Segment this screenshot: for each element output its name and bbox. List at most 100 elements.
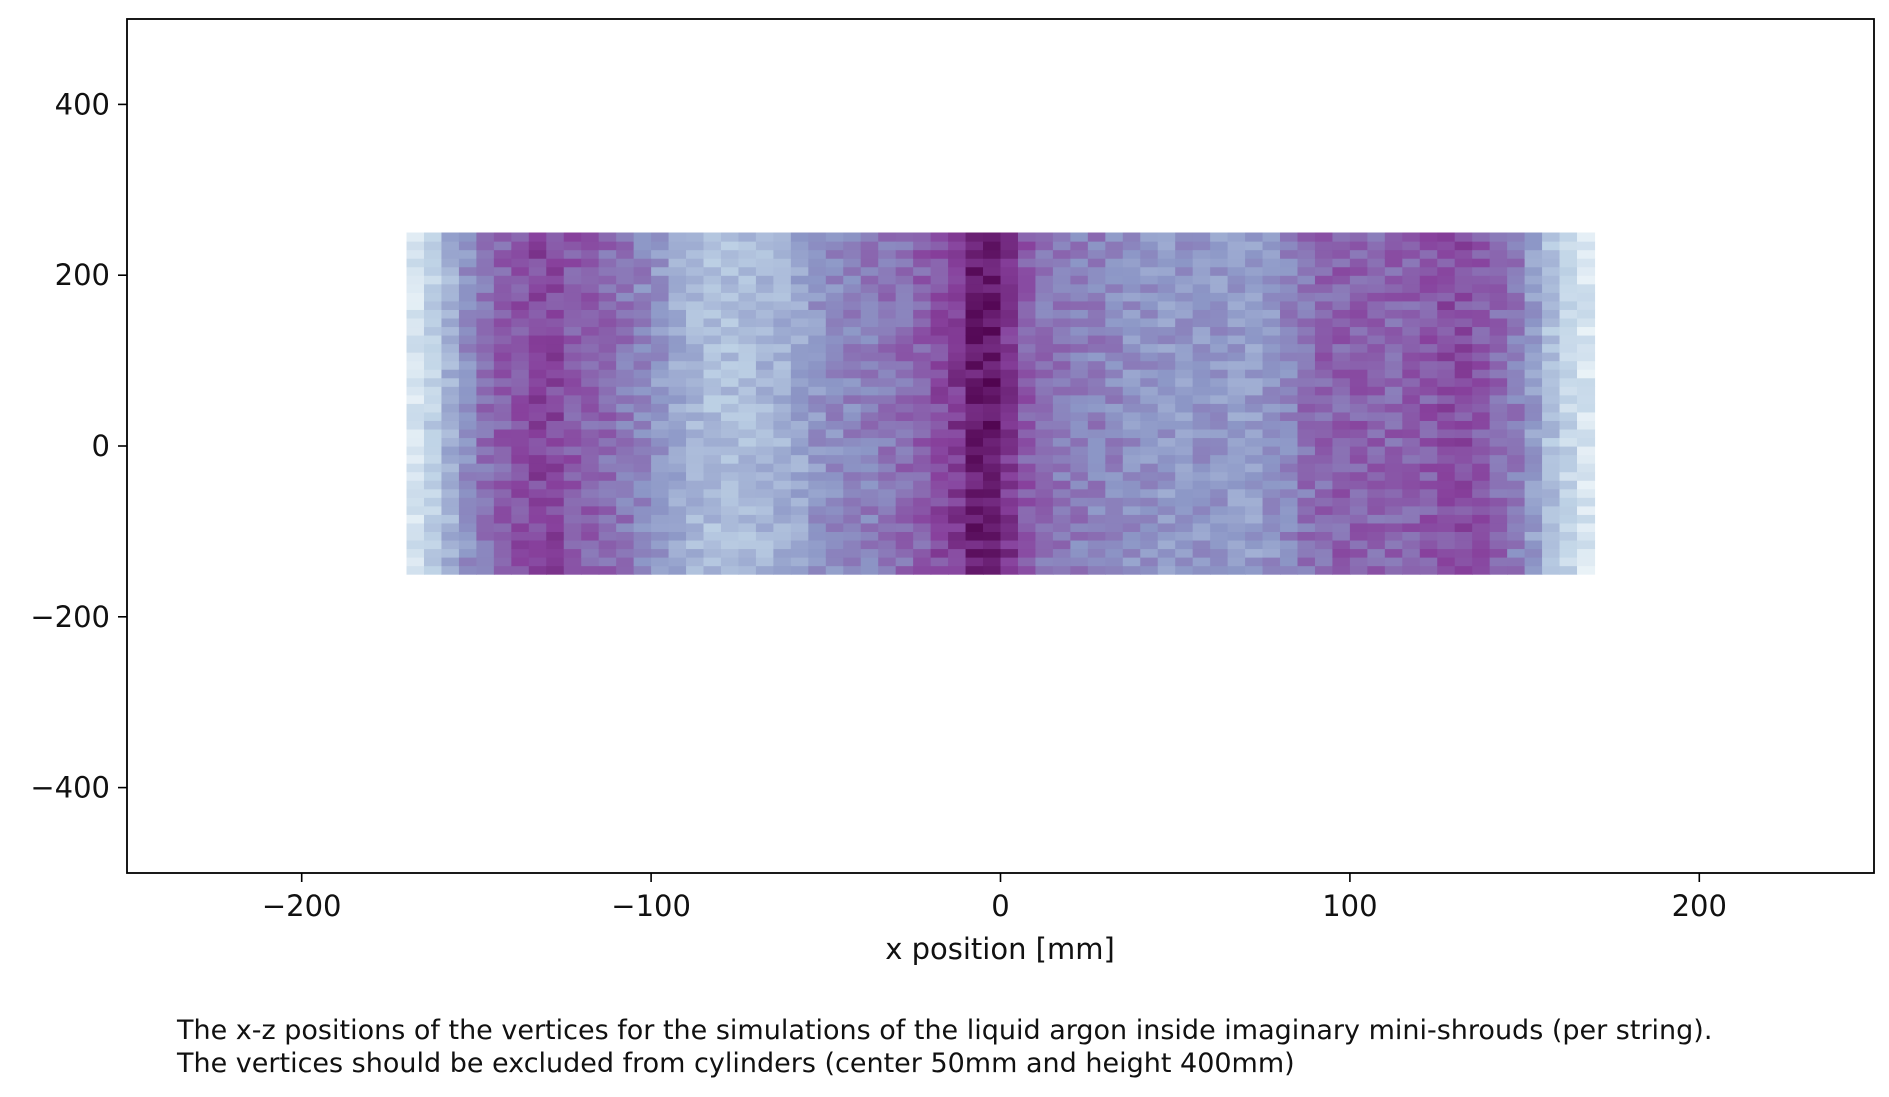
heatmap-cell [633, 522, 652, 532]
heatmap-cell [1157, 505, 1176, 515]
heatmap-cell [1140, 403, 1159, 413]
heatmap-cell [1227, 471, 1246, 481]
heatmap-cell [773, 352, 792, 362]
heatmap-cell [1105, 317, 1124, 328]
heatmap-cell [895, 266, 914, 276]
heatmap-cell [1332, 241, 1351, 251]
heatmap-cell [825, 522, 844, 532]
heatmap-cell [1157, 565, 1176, 575]
heatmap-cell [1489, 522, 1508, 532]
heatmap-cell [860, 292, 879, 302]
heatmap-cell [930, 317, 949, 328]
heatmap-cell [581, 454, 600, 464]
heatmap-cell [1087, 394, 1106, 404]
heatmap-cell [1192, 283, 1211, 293]
heatmap-cell [528, 394, 547, 404]
heatmap-cell [1524, 522, 1543, 532]
heatmap-cell [633, 437, 652, 447]
heatmap-cell [1210, 548, 1229, 558]
heatmap-cell [441, 403, 460, 413]
heatmap-cell [686, 514, 705, 524]
heatmap-cell [528, 471, 547, 481]
heatmap-cell [1542, 403, 1561, 413]
heatmap-cell [1227, 454, 1246, 464]
heatmap-cell [738, 557, 757, 567]
heatmap-cell [1000, 292, 1019, 302]
heatmap-cell [755, 539, 774, 550]
heatmap-cell [1157, 232, 1176, 242]
heatmap-cell [441, 300, 460, 310]
heatmap-cell [668, 275, 687, 285]
heatmap-cell [930, 531, 949, 541]
heatmap-cell [616, 411, 635, 421]
heatmap-cell [1280, 420, 1299, 430]
heatmap-cell [790, 403, 809, 413]
heatmap-cell [1314, 317, 1334, 328]
heatmap-cell [860, 360, 879, 370]
heatmap-cell [720, 454, 740, 464]
heatmap-cell [598, 317, 617, 328]
heatmap-cell [965, 377, 984, 387]
heatmap-cell [983, 446, 1002, 456]
heatmap-cell [1349, 522, 1368, 532]
heatmap-cell [1454, 565, 1473, 575]
heatmap-cell [441, 275, 460, 285]
heatmap-cell [1507, 531, 1526, 541]
heatmap-cell [895, 232, 914, 242]
heatmap-cell [1105, 352, 1124, 362]
heatmap-cell [1332, 428, 1351, 439]
heatmap-cell [790, 565, 809, 575]
heatmap-cell [755, 360, 774, 370]
heatmap-cell [703, 266, 722, 276]
heatmap-cell [1542, 394, 1561, 404]
heatmap-cell [1192, 480, 1211, 490]
heatmap-cell [511, 369, 530, 379]
heatmap-cell [948, 317, 967, 328]
heatmap-cell [720, 258, 740, 268]
heatmap-cell [546, 369, 565, 379]
heatmap-cell [983, 377, 1002, 387]
heatmap-cell [948, 258, 967, 268]
heatmap-cell [581, 258, 600, 268]
heatmap-cell [773, 377, 792, 387]
heatmap-cell [1192, 548, 1211, 558]
heatmap-cell [686, 428, 705, 439]
heatmap-cell [1454, 411, 1473, 421]
heatmap-cell [1157, 446, 1176, 456]
heatmap-cell [1384, 275, 1403, 285]
heatmap-cell [1489, 428, 1508, 439]
heatmap-cell [633, 488, 652, 498]
heatmap-cell [948, 420, 967, 430]
heatmap-cell [1105, 514, 1124, 524]
heatmap-cell [1577, 249, 1596, 259]
heatmap-cell [1227, 394, 1246, 404]
heatmap-cell [1192, 454, 1211, 464]
heatmap-cell [1367, 531, 1386, 541]
heatmap-cell [948, 249, 967, 259]
heatmap-cell [581, 292, 600, 302]
heatmap-cell [913, 403, 932, 413]
heatmap-cell [720, 480, 740, 490]
heatmap-cell [668, 394, 687, 404]
heatmap-cell [651, 309, 670, 319]
heatmap-cell [1262, 275, 1281, 285]
heatmap-cell [878, 249, 897, 259]
heatmap-cell [1140, 334, 1159, 345]
heatmap-cell [651, 275, 670, 285]
heatmap-cell [406, 275, 425, 285]
heatmap-cell [511, 488, 530, 498]
heatmap-cell [1524, 266, 1543, 276]
heatmap-cell [1105, 557, 1124, 567]
heatmap-cell [1052, 232, 1071, 242]
heatmap-cell [581, 300, 600, 310]
heatmap-cell [965, 241, 984, 251]
heatmap-cell [1437, 488, 1456, 498]
heatmap-cell [1070, 326, 1089, 336]
heatmap-cell [895, 283, 914, 293]
heatmap-cell [1402, 283, 1421, 293]
heatmap-cell [616, 309, 635, 319]
heatmap-cell [581, 557, 600, 567]
heatmap-cell [458, 241, 477, 251]
heatmap-cell [1332, 258, 1351, 268]
heatmap-cell [598, 497, 617, 507]
